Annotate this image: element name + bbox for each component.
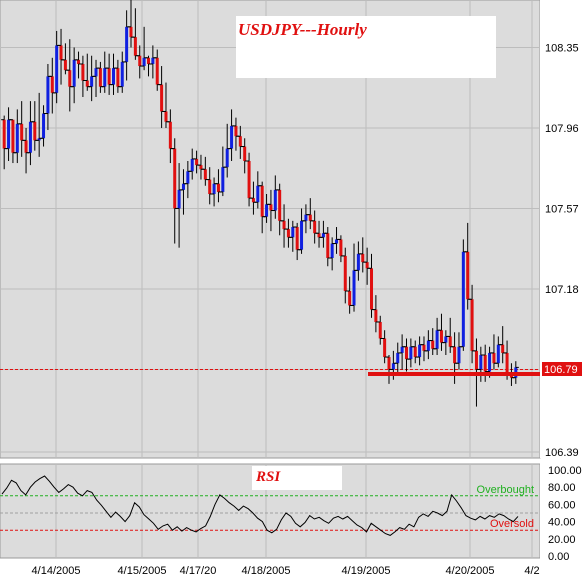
last-price-label: 106.79: [544, 364, 578, 376]
chart-title: USDJPY---Hourly: [238, 20, 367, 39]
title-box: [236, 16, 496, 78]
rsi-tick-label: 80.00: [548, 482, 576, 494]
price-tick-label: 107.96: [545, 123, 579, 135]
x-tick-label: 4/18/2005: [242, 565, 291, 577]
x-tick-label: 4/19/2005: [342, 565, 391, 577]
rsi-level-label: Oversold: [490, 518, 534, 530]
x-tick-label: 4/20/2005: [446, 565, 495, 577]
rsi-panel-right-margin: [540, 462, 588, 560]
rsi-levels: Overbought Oversold: [0, 484, 540, 531]
rsi-level-label: Overbought: [477, 484, 534, 496]
x-tick-label: 4/15/2005: [118, 565, 167, 577]
price-bars: [1, 0, 519, 407]
last-price-box: [542, 362, 582, 376]
x-tick-label: 4/14/2005: [32, 565, 81, 577]
rsi-title: RSI: [255, 469, 281, 485]
rsi-tick-label: 60.00: [548, 499, 576, 511]
price-axis-tick-labels: 108.35 107.96 107.57 107.18 106.79 106.39: [545, 42, 579, 459]
x-tick-label: 4/2: [524, 565, 539, 577]
x-tick-label: 4/17/20: [180, 565, 217, 577]
price-tick-label: 108.35: [545, 42, 579, 54]
price-tick-label: 106.39: [545, 447, 579, 459]
price-tick-label: 107.18: [545, 284, 579, 296]
price-tick-label: 107.57: [545, 203, 579, 215]
x-axis-tick-labels: 4/14/2005 4/15/2005 4/17/20 4/18/2005 4/19/2…: [32, 565, 540, 577]
rsi-tick-label: 40.00: [548, 517, 576, 529]
rsi-title-box: [252, 466, 342, 490]
rsi-tick-label: 0.00: [548, 551, 569, 563]
price-panel-right-margin: [540, 0, 588, 458]
rsi-tick-label: 100.00: [548, 465, 582, 477]
rsi-line: [1, 475, 519, 536]
rsi-tick-label: 20.00: [548, 534, 576, 546]
rsi-axis-tick-labels: 100.00 80.00 60.00 40.00 20.00 0.00: [548, 465, 582, 563]
